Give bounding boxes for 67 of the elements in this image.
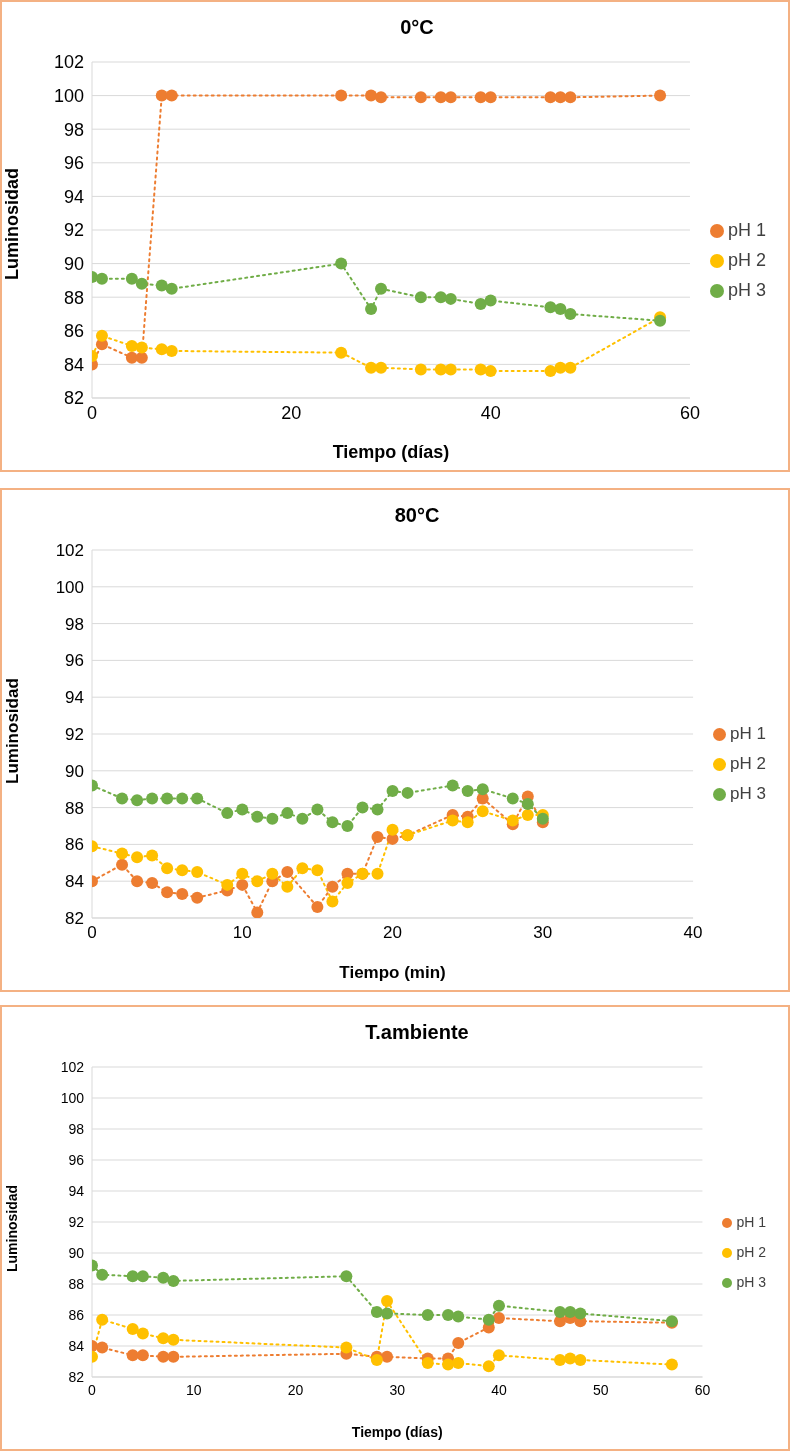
x-tick-label: 40	[491, 1381, 507, 1398]
y-tick-label: 100	[55, 577, 84, 597]
legend-label: pH 3	[736, 1274, 766, 1290]
y-tick-label: 96	[63, 153, 84, 174]
y-tick-label: 82	[63, 388, 84, 409]
x-tick-label: 40	[683, 923, 703, 943]
y-axis-title: Luminosidad	[2, 168, 23, 280]
y-tick-label: 94	[65, 688, 84, 708]
x-tick-label: 10	[232, 923, 252, 943]
y-tick-label: 98	[63, 119, 84, 140]
chart-title: 80°C	[393, 504, 441, 527]
y-tick-label: 96	[68, 1151, 85, 1168]
x-tick-label: 10	[185, 1381, 202, 1398]
x-axis-title: Tiempo (días)	[351, 1424, 443, 1440]
x-tick-label: 30	[533, 923, 553, 943]
y-tick-label: 86	[63, 321, 84, 342]
y-tick-label: 100	[60, 1089, 85, 1106]
y-tick-label: 88	[65, 798, 84, 818]
y-tick-label: 90	[63, 253, 84, 274]
y-tick-label: 90	[68, 1244, 85, 1261]
y-tick-label: 82	[65, 909, 84, 929]
legend-label: pH 1	[727, 220, 766, 240]
x-tick-label: 20	[287, 1381, 304, 1398]
y-tick-label: 92	[68, 1213, 85, 1230]
y-tick-label: 84	[63, 354, 84, 375]
y-tick-label: 94	[63, 186, 84, 207]
x-tick-label: 30	[389, 1381, 406, 1398]
x-tick-label: 20	[383, 923, 402, 943]
legend-label: pH 3	[727, 280, 766, 300]
x-tick-label: 20	[281, 402, 302, 423]
x-tick-label: 60	[694, 1381, 711, 1398]
legend-label: pH 2	[736, 1244, 766, 1260]
legend-label: pH 3	[730, 784, 766, 803]
x-axis-title: Tiempo (días)	[332, 442, 450, 462]
y-tick-label: 88	[68, 1275, 85, 1292]
legend-label: pH 2	[727, 250, 766, 270]
y-tick-label: 90	[65, 761, 84, 781]
legend-label: pH 1	[730, 724, 766, 743]
y-tick-label: 88	[63, 287, 84, 308]
x-tick-label: 0	[88, 1381, 97, 1398]
x-tick-label: 0	[86, 402, 98, 423]
y-tick-label: 84	[68, 1337, 85, 1354]
y-tick-label: 102	[55, 541, 84, 561]
legend-label: pH 1	[736, 1214, 766, 1230]
y-tick-label: 96	[65, 651, 84, 671]
y-tick-label: 82	[68, 1368, 85, 1385]
y-tick-label: 86	[68, 1306, 85, 1323]
chart-title: 0°C	[399, 16, 435, 39]
x-tick-label: 40	[480, 402, 501, 423]
x-tick-label: 0	[87, 923, 97, 943]
y-tick-label: 86	[65, 835, 84, 855]
y-tick-label: 102	[60, 1058, 85, 1075]
x-tick-label: 60	[679, 402, 700, 423]
y-tick-label: 92	[63, 220, 84, 241]
y-tick-label: 98	[68, 1120, 85, 1137]
x-tick-label: 50	[592, 1381, 609, 1398]
legend-label: pH 2	[730, 754, 766, 773]
y-axis-title: Luminosidad	[3, 678, 23, 784]
y-tick-label: 84	[65, 872, 84, 892]
y-tick-label: 100	[53, 85, 84, 106]
y-tick-label: 98	[65, 614, 84, 634]
y-tick-label: 94	[68, 1182, 85, 1199]
y-axis-title: Luminosidad	[3, 1184, 20, 1272]
y-tick-label: 92	[65, 725, 84, 745]
x-axis-title: Tiempo (min)	[339, 963, 446, 982]
y-tick-label: 102	[53, 52, 84, 73]
chart-title: T.ambiente	[364, 1021, 470, 1044]
